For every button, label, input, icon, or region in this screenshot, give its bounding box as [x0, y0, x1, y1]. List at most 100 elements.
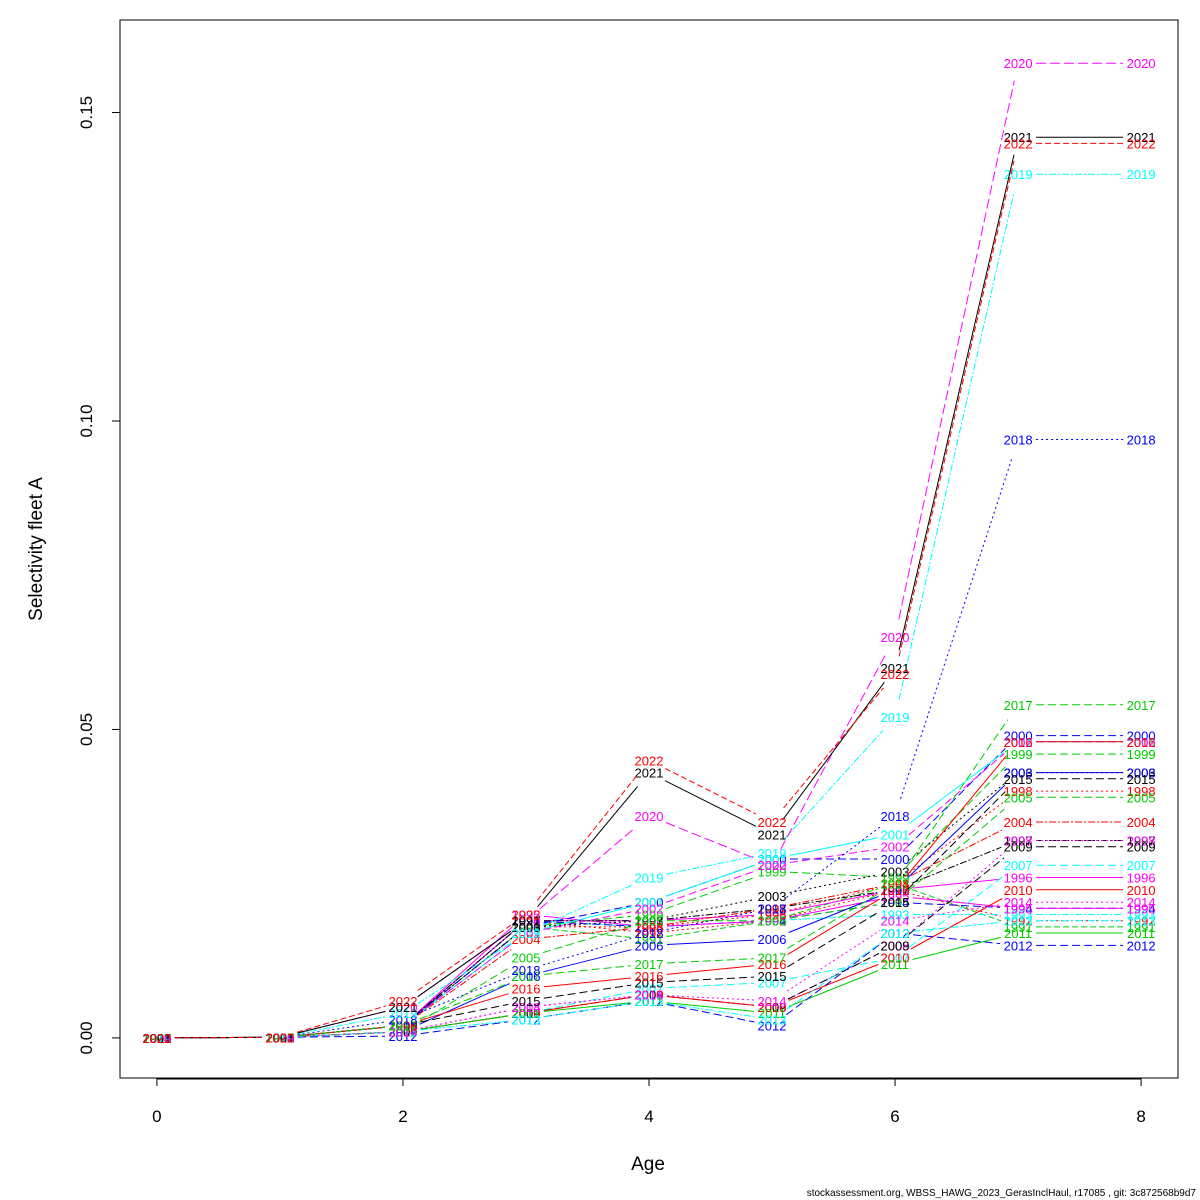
point-label-2013-age-3: 2013: [512, 1012, 541, 1027]
point-label-2007-age-0: 2007: [142, 1031, 171, 1046]
point-label-2007-age-6: 2007: [881, 951, 910, 966]
point-label-2004-age-4: 2004: [635, 920, 664, 935]
series-2017-segment-1: [297, 1026, 386, 1037]
series-2017-segment-4: [666, 958, 755, 964]
point-label-2000-age-3: 2000: [512, 920, 541, 935]
series-2018-segment-3: [543, 937, 632, 966]
x-tick-label-0: 0: [152, 1107, 161, 1126]
point-label-2021-age-5: 2021: [758, 827, 787, 842]
point-label-2008-age-2: 2008: [389, 1025, 418, 1040]
point-label-2006-age-6: 2006: [881, 883, 910, 898]
series-2012-segment-2: [420, 1021, 509, 1035]
point-label-2010-age-2: 2010: [389, 1025, 418, 1040]
point-label-2021-age-6: 2021: [881, 661, 910, 676]
series-2004-segment-6: [910, 829, 1003, 877]
series-2007-segment-3: [543, 991, 632, 1011]
series-2020-segment-5: [780, 652, 887, 850]
series-2021: 2021 2021 2021 2021 2021 2021 2021 2021 2021: [142, 130, 1155, 1046]
series-2021-segment-6: [898, 154, 1015, 651]
x-axis: 0 2 4 6 8: [152, 1078, 1146, 1126]
point-label-1997-age-7: 1997: [1004, 834, 1033, 849]
point-label-2009-age-4: 2009: [635, 988, 664, 1003]
point-label-2003-age-6: 2003: [881, 864, 910, 879]
point-label-1996-age-1: 1996: [265, 1030, 294, 1045]
point-label-2020-age-3: 2020: [512, 914, 541, 929]
point-label-2019-age-4: 2019: [635, 871, 664, 886]
point-label-2015-age-6: 2015: [881, 895, 910, 910]
point-label-2019-age-6: 2019: [881, 710, 910, 725]
point-label-2012-age-1: 2012: [265, 1030, 294, 1045]
footer-credit: stockassessment.org, WBSS_HAWG_2023_Gera…: [807, 1188, 1197, 1199]
point-label-2013-age-8: 2013: [1127, 914, 1156, 929]
point-label-1991-age-6: 1991: [881, 877, 910, 892]
point-label-1996-age-0: 1996: [142, 1031, 171, 1046]
series-2018: 2018 2018 2018 2018 2018 2018 2018 2018 2018: [142, 433, 1155, 1046]
series-2001-segment-6: [909, 752, 1005, 824]
point-label-2006-age-2: 2006: [389, 1025, 418, 1040]
point-label-2006-age-1: 2006: [265, 1030, 294, 1045]
series-2019: 2019 2019 2019 2019 2019 2019 2019 2019 2019: [142, 167, 1155, 1046]
series-1999-segment-5: [789, 871, 878, 878]
point-label-2015-age-8: 2015: [1127, 772, 1156, 787]
point-label-2022-age-5: 2022: [758, 815, 787, 830]
point-label-1999-age-2: 1999: [389, 1019, 418, 1034]
series-2011-segment-6: [912, 936, 1001, 960]
point-label-2001-age-0: 2001: [142, 1031, 171, 1046]
point-label-1992-age-4: 1992: [635, 926, 664, 941]
series-2012-segment-6: [912, 934, 1001, 945]
point-label-2008-age-7: 2008: [1004, 834, 1033, 849]
point-label-2000-age-5: 2000: [758, 852, 787, 867]
point-label-1992-age-7: 1992: [1004, 914, 1033, 929]
series-2015-segment-6: [907, 791, 1006, 890]
series-2004-segment-2: [417, 949, 512, 1016]
series-2002: 2002 2002 2002 2002 2002 2002 2002 2002 2002: [142, 735, 1155, 1046]
series-2017-segment-3: [543, 965, 632, 975]
point-label-2006-age-5: 2006: [758, 932, 787, 947]
point-label-1997-age-1: 1997: [265, 1030, 294, 1045]
series-2019-segment-3: [542, 884, 633, 927]
series-1998: 1998 1998 1998 1998 1998 1998 1998 1998 1998: [142, 784, 1155, 1046]
point-label-2007-age-2: 2007: [389, 1025, 418, 1040]
series-1992-segment-5: [789, 893, 878, 917]
point-label-1993-age-2: 1993: [389, 1019, 418, 1034]
point-label-2017-age-4: 2017: [635, 957, 664, 972]
series-1995-segment-6: [912, 897, 1001, 908]
point-label-1995-age-1: 1995: [265, 1030, 294, 1045]
series-2011-segment-2: [420, 1015, 509, 1030]
series-2006-segment-3: [543, 949, 632, 973]
point-label-2017-age-0: 2017: [142, 1031, 171, 1046]
series-2013-segment-6: [912, 922, 1001, 932]
point-label-1997-age-0: 1997: [142, 1031, 171, 1046]
series-1994-segment-3: [543, 921, 632, 927]
point-label-2001-age-5: 2001: [758, 852, 787, 867]
point-label-2022-age-6: 2022: [881, 667, 910, 682]
point-label-2000-age-7: 2000: [1004, 729, 1033, 744]
point-label-2019-age-7: 2019: [1004, 167, 1033, 182]
point-label-2006-age-7: 2006: [1004, 766, 1033, 781]
point-label-1998-age-5: 1998: [758, 908, 787, 923]
point-label-2021-age-1: 2021: [265, 1030, 294, 1045]
series-2011-segment-4: [666, 1002, 755, 1012]
point-label-2009-age-7: 2009: [1004, 840, 1033, 855]
series-2003-segment-6: [908, 783, 1005, 861]
point-label-1991-age-0: 1991: [142, 1031, 171, 1046]
point-label-2011-age-0: 2011: [143, 1031, 171, 1046]
point-label-2003-age-2: 2003: [389, 1019, 418, 1034]
point-label-2019-age-5: 2019: [758, 846, 787, 861]
series-2013-segment-1: [297, 1032, 386, 1037]
point-label-2016-age-7: 2016: [1004, 735, 1033, 750]
point-label-1994-age-8: 1994: [1127, 901, 1156, 916]
point-label-2014-age-8: 2014: [1127, 895, 1156, 910]
point-label-2002-age-2: 2002: [389, 1019, 418, 1034]
point-label-1995-age-2: 1995: [389, 1019, 418, 1034]
series-2009-segment-6: [908, 857, 1005, 935]
point-label-2007-age-7: 2007: [1004, 858, 1033, 873]
point-label-2004-age-3: 2004: [512, 932, 541, 947]
point-label-1991-age-8: 1991: [1127, 920, 1156, 935]
point-label-1994-age-3: 1994: [512, 914, 541, 929]
point-label-2015-age-4: 2015: [635, 975, 664, 990]
series-2005-segment-6: [908, 808, 1005, 891]
point-label-1993-age-0: 1993: [142, 1031, 171, 1046]
y-tick-label-0.10: 0.10: [77, 404, 96, 437]
